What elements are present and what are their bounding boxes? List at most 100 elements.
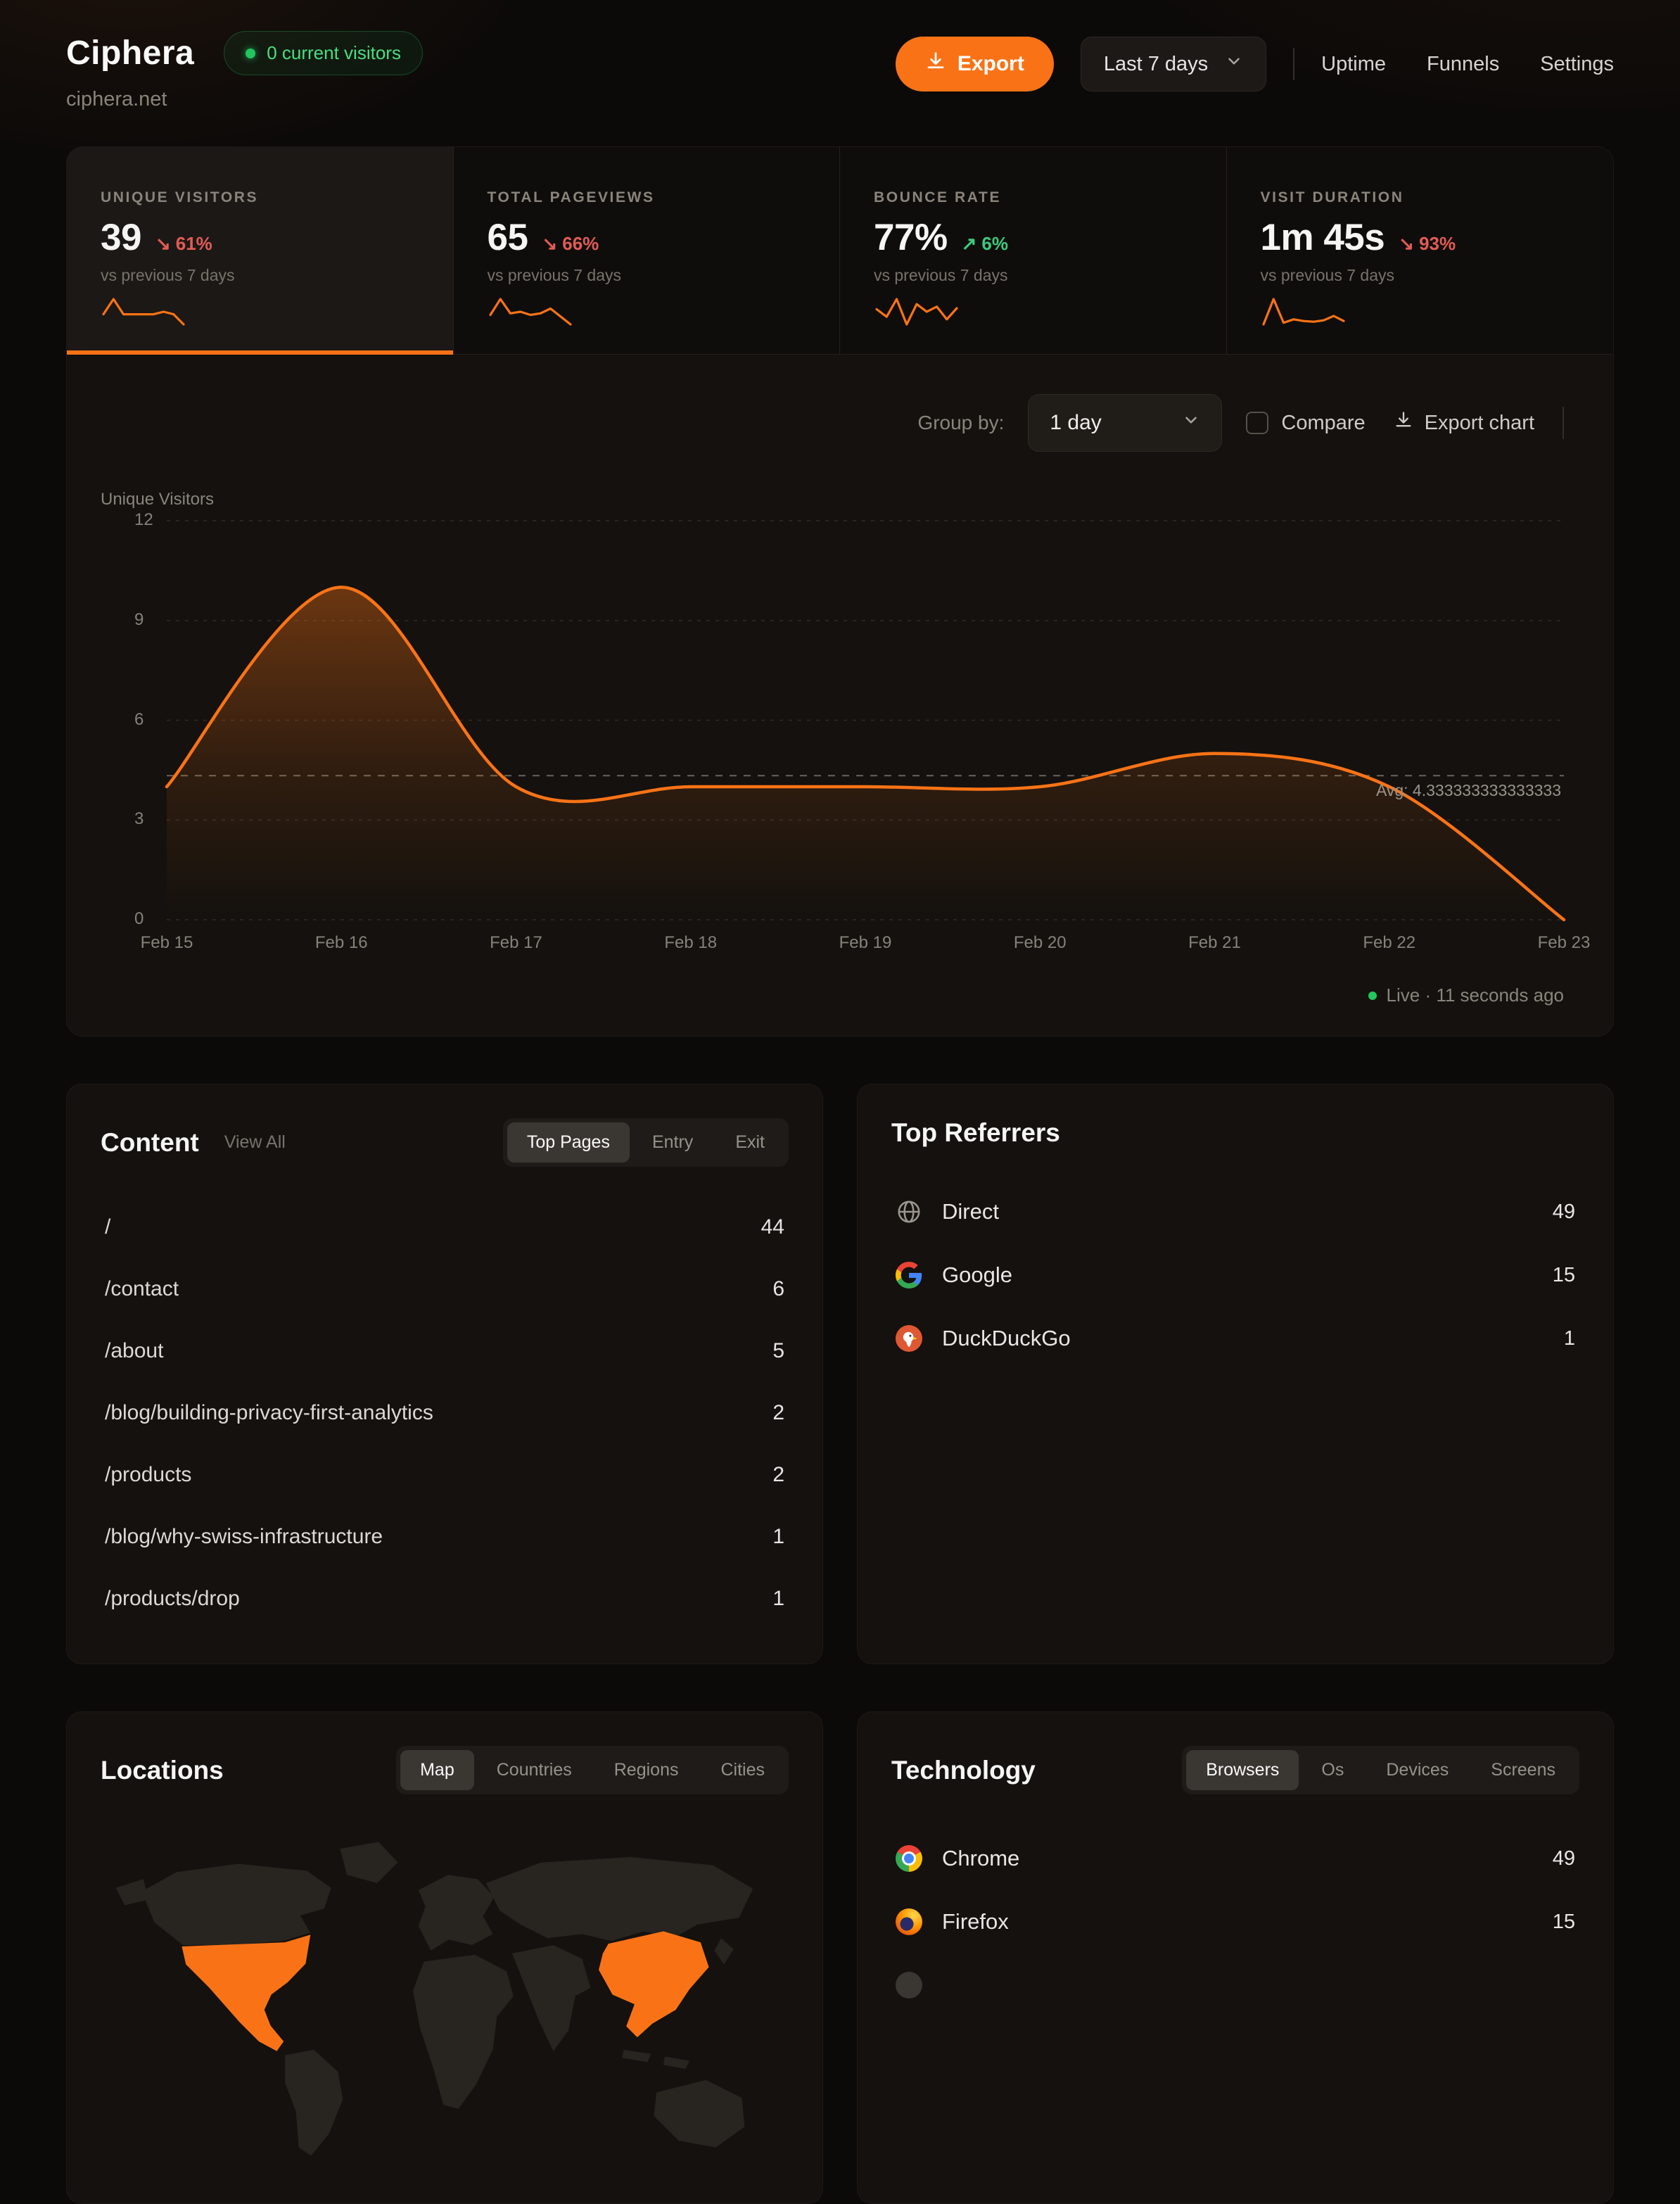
tab-devices[interactable]: Devices <box>1366 1750 1468 1790</box>
region-china <box>599 1931 709 2038</box>
globe-icon <box>896 1198 922 1225</box>
page-row[interactable]: / 44 <box>101 1196 789 1258</box>
export-button[interactable]: Export <box>895 37 1054 91</box>
referrer-row[interactable]: DuckDuckGo 1 <box>891 1307 1579 1370</box>
region-indonesia <box>622 2049 651 2063</box>
view-all-link[interactable]: View All <box>224 1132 286 1152</box>
page-count: 5 <box>772 1339 784 1362</box>
x-axis-tick: Feb 20 <box>1013 933 1067 952</box>
page-row[interactable]: /blog/why-swiss-infrastructure 1 <box>101 1506 789 1568</box>
avg-annotation: Avg: 4.333333333333333 <box>1375 781 1561 800</box>
page-count: 2 <box>772 1401 784 1424</box>
tab-os[interactable]: Os <box>1302 1750 1363 1790</box>
tab-map[interactable]: Map <box>400 1750 474 1790</box>
download-icon <box>925 51 946 77</box>
page-row[interactable]: /blog/building-privacy-first-analytics 2 <box>101 1382 789 1444</box>
panel-title: Technology <box>891 1755 1036 1785</box>
referrer-name: Google <box>942 1262 1012 1287</box>
browser-row[interactable]: Firefox 15 <box>891 1890 1579 1953</box>
date-range-select[interactable]: Last 7 days <box>1080 37 1267 91</box>
nav-funnels[interactable]: Funnels <box>1427 52 1500 75</box>
referrer-row[interactable]: Direct 49 <box>891 1180 1579 1243</box>
google-icon <box>896 1262 922 1288</box>
group-by-select[interactable]: 1 day <box>1028 394 1223 452</box>
referrer-name: DuckDuckGo <box>942 1326 1071 1350</box>
referrer-name: Direct <box>942 1199 999 1224</box>
region-greenland <box>340 1842 398 1884</box>
technology-panel: Technology Browsers Os Devices Screens C… <box>857 1711 1614 2204</box>
stat-delta: ↘ 61% <box>155 233 212 255</box>
page-row[interactable]: /products/drop 1 <box>101 1568 789 1630</box>
stat-delta: ↘ 66% <box>542 233 599 255</box>
chart-title: Unique Visitors <box>101 490 214 509</box>
page-row[interactable]: /about 5 <box>101 1320 789 1382</box>
stat-sparkline <box>1261 298 1345 326</box>
tab-top-pages[interactable]: Top Pages <box>507 1122 630 1163</box>
current-visitors-badge[interactable]: 0 current visitors <box>224 31 423 75</box>
browser-name: Chrome <box>942 1846 1020 1870</box>
stat-value: 1m 45s <box>1260 217 1385 258</box>
stat-note: vs previous 7 days <box>1260 266 1394 284</box>
panels-row-2: Locations Map Countries Regions Cities <box>66 1711 1614 2204</box>
chrome-icon <box>896 1845 922 1872</box>
tab-entry[interactable]: Entry <box>632 1122 713 1163</box>
page-row[interactable]: /products 2 <box>101 1444 789 1506</box>
referrer-row[interactable]: Google 15 <box>891 1243 1579 1307</box>
region-canada <box>141 1863 331 1946</box>
x-axis-tick: Feb 16 <box>314 933 368 952</box>
nav-settings[interactable]: Settings <box>1540 52 1614 75</box>
tab-exit[interactable]: Exit <box>715 1122 784 1163</box>
tab-countries[interactable]: Countries <box>477 1750 592 1790</box>
y-axis-tick: 3 <box>134 809 144 829</box>
referrers-list: Direct 49 Google 15 DuckDuckGo 1 <box>891 1180 1579 1370</box>
stat-card-total-pageviews[interactable]: TOTAL PAGEVIEWS 65 ↘ 66% vs previous 7 d… <box>453 147 840 354</box>
stat-value: 77% <box>874 217 948 258</box>
region-australia <box>654 2079 745 2148</box>
site-title: Ciphera <box>66 34 195 72</box>
page-path: /blog/building-privacy-first-analytics <box>105 1401 433 1424</box>
compare-checkbox[interactable] <box>1246 412 1269 434</box>
export-chart-button[interactable]: Export chart <box>1389 410 1539 436</box>
browser-count: 15 <box>1552 1910 1575 1933</box>
referrer-count: 49 <box>1552 1200 1575 1223</box>
region-russia <box>485 1856 753 1942</box>
page-path: /blog/why-swiss-infrastructure <box>105 1525 383 1548</box>
region-japan <box>714 1938 734 1965</box>
x-axis-tick: Feb 15 <box>140 933 193 952</box>
panel-title: Content <box>101 1127 199 1157</box>
stat-delta-value: 93% <box>1419 233 1456 254</box>
page-count: 2 <box>772 1463 784 1486</box>
tab-regions[interactable]: Regions <box>594 1750 699 1790</box>
y-axis-tick: 9 <box>134 609 144 629</box>
tab-screens[interactable]: Screens <box>1471 1750 1575 1790</box>
compare-toggle[interactable]: Compare <box>1246 412 1366 435</box>
date-range-value: Last 7 days <box>1103 52 1209 75</box>
stat-card-unique-visitors[interactable]: UNIQUE VISITORS 39 ↘ 61% vs previous 7 d… <box>67 147 454 355</box>
visitors-chart[interactable]: 0 3 6 9 12 Feb 15 Feb 16 Feb 17 Feb 18 Feb 19 Feb… <box>134 510 1590 952</box>
main-nav: Uptime Funnels Settings <box>1321 53 1614 76</box>
top-bar: Ciphera 0 current visitors ciphera.net E… <box>66 31 1614 111</box>
x-axis-tick: Feb 17 <box>490 933 542 952</box>
nav-uptime[interactable]: Uptime <box>1321 52 1387 75</box>
stat-card-visit-duration[interactable]: VISIT DURATION 1m 45s ↘ 93% vs previous … <box>1226 147 1613 354</box>
browser-row-partial[interactable] <box>891 1953 1579 2017</box>
stat-sparkline <box>102 298 185 326</box>
region-united-states <box>182 1934 311 2051</box>
stat-note: vs previous 7 days <box>874 266 1008 284</box>
browser-row[interactable]: Chrome 49 <box>891 1827 1579 1890</box>
stat-sparkline <box>488 298 572 326</box>
controls-divider <box>1563 407 1564 439</box>
trend-arrow-icon: ↘ <box>1399 233 1415 254</box>
tab-cities[interactable]: Cities <box>701 1750 784 1790</box>
region-alaska <box>115 1879 149 1906</box>
page-path: / <box>105 1215 111 1239</box>
panel-title: Top Referrers <box>891 1118 1060 1147</box>
trend-arrow-icon: ↘ <box>155 233 171 254</box>
y-axis-tick: 12 <box>134 510 153 529</box>
group-by-value: 1 day <box>1050 411 1102 434</box>
world-map[interactable] <box>101 1823 789 2181</box>
page-row[interactable]: /contact 6 <box>101 1258 789 1320</box>
region-europe <box>418 1875 495 1951</box>
tab-browsers[interactable]: Browsers <box>1186 1750 1299 1790</box>
stat-card-bounce-rate[interactable]: BOUNCE RATE 77% ↗ 6% vs previous 7 days <box>840 147 1227 354</box>
